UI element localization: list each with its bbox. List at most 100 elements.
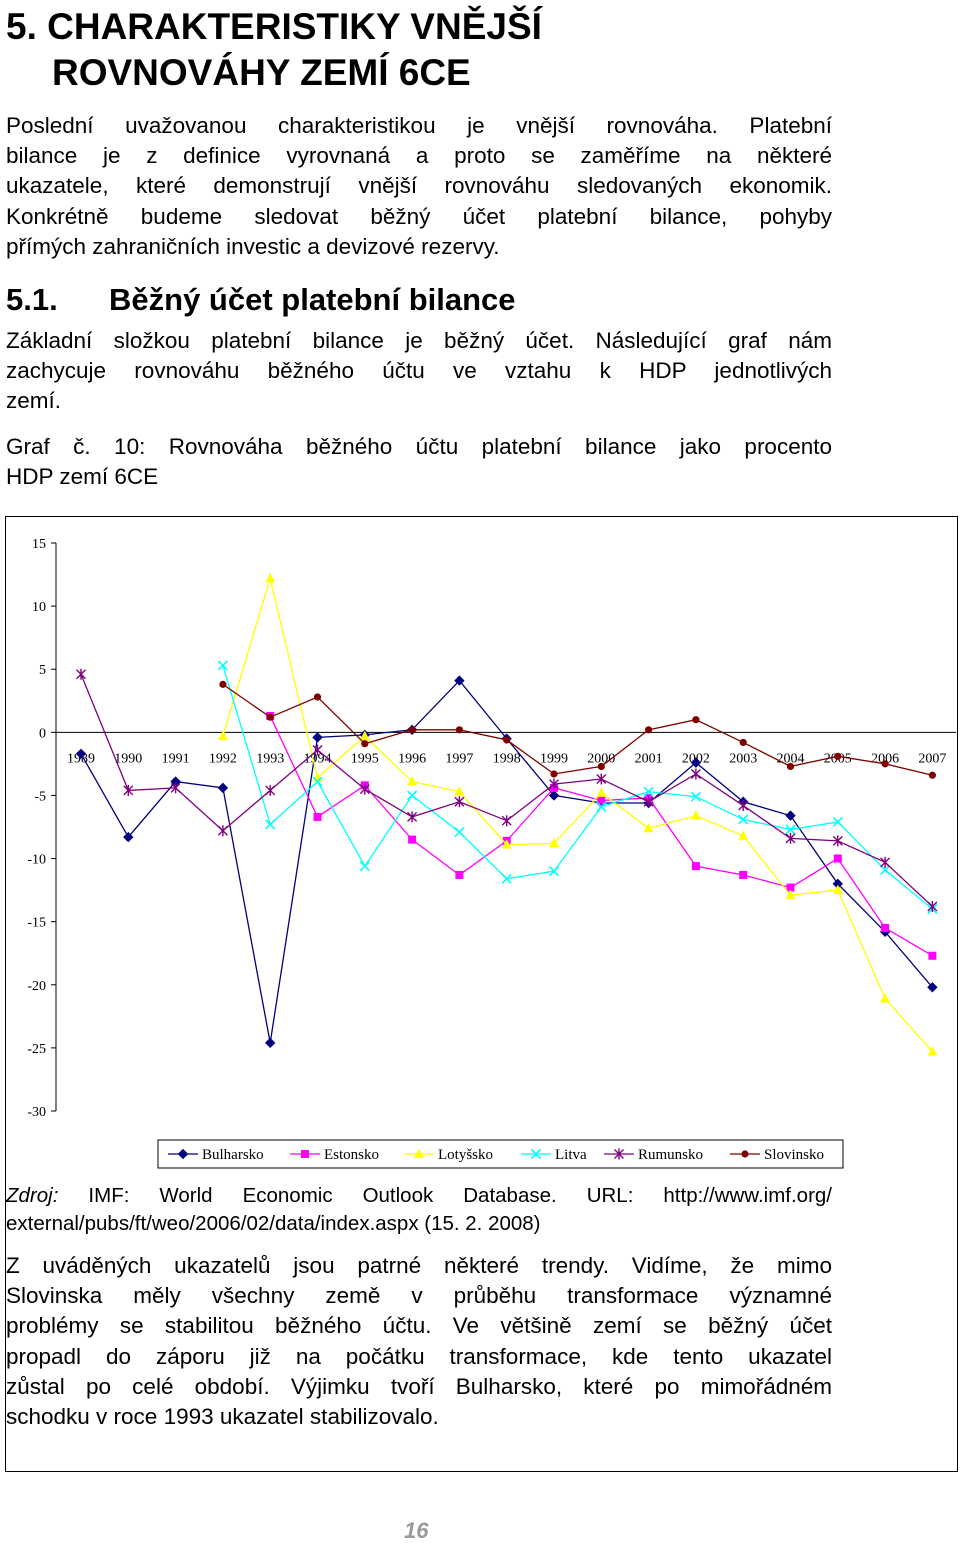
data-point [454,786,465,796]
data-point [833,854,842,863]
data-point [739,870,748,879]
x-tick-label: 1998 [493,751,521,766]
series-line [80,674,933,907]
conclusion-line: zůstal po celé období. Výjimku tvoří Bul… [6,1373,832,1399]
data-point [501,815,512,827]
conclusion-line: Z uváděných ukazatelů jsou patrné někter… [6,1253,832,1278]
legend-box [157,1139,844,1169]
data-point [785,889,796,900]
data-point [880,856,891,868]
intro-line: Konkrétně budeme sledovat běžný účet pla… [6,203,832,229]
data-point [312,744,323,756]
data-point [454,826,465,838]
data-point [596,787,607,797]
data-point [643,786,654,797]
intro-line: přímých zahraničních investic a devizové… [6,233,500,259]
data-point [597,762,605,771]
data-point [881,923,890,932]
data-point [786,762,795,771]
data-point [690,757,702,768]
legend-item: Estonsko [290,1147,379,1163]
data-point [414,1148,424,1158]
conclusion-line: Slovinska měly všechny země v průběhu tr… [6,1283,832,1309]
data-point [738,800,749,812]
x-tick-label: 1997 [445,751,473,766]
x-tick-label: 2003 [729,751,757,766]
data-point [177,1148,189,1160]
conclusion-line: propadl do záporu již na počátku transfo… [6,1343,832,1369]
section-line: zachycuje rovnováhu běžného účtu ve vzta… [6,358,832,384]
x-tick-label: 1996 [398,751,426,766]
x-tick-label: 1993 [256,751,284,766]
data-point [407,776,418,786]
legend-item: Slovinsko [730,1147,824,1163]
data-point [313,693,322,701]
data-point [408,835,417,844]
data-point [927,982,938,993]
y-tick-label: 10 [32,600,46,615]
data-point [643,822,654,833]
data-point [123,784,134,796]
legend-label: Rumunsko [638,1147,703,1163]
source-line: external/pubs/ft/weo/2006/02/data/index.… [6,1212,541,1235]
data-point [455,726,463,734]
legend-item: Lotyšsko [404,1147,493,1163]
data-point [265,572,276,583]
source-label: Zdroj: [6,1184,59,1207]
data-point [549,837,559,848]
intro-line: bilance je z definice vyrovnaná a proto … [6,143,832,169]
figure-caption: Graf č. 10: Rovnováha běžného účtu plate… [6,432,832,492]
data-point [692,716,700,724]
section-title: Běžný účet platební bilance [109,282,516,317]
data-point [455,870,464,879]
y-tick-label: 5 [39,663,46,678]
data-point [597,796,606,805]
legend-item: Rumunsko [604,1147,703,1163]
data-point [785,810,796,821]
data-point [738,814,749,825]
series-line [222,665,933,910]
y-tick-label: -25 [27,1042,46,1057]
y-tick-label: -5 [34,789,46,804]
data-point [785,832,796,844]
conclusion-paragraph: Z uváděných ukazatelů jsou patrné někter… [6,1251,832,1432]
x-tick-label: 1992 [209,751,237,766]
data-point [530,1148,542,1160]
data-point [690,810,701,820]
data-point [690,791,701,802]
section-number: 5.1. [6,282,58,317]
data-point [548,790,560,801]
data-point [501,839,512,849]
section-heading: 5.1. Běžný účet platební bilance [6,280,516,320]
data-point [880,864,891,875]
data-point [928,771,937,779]
legend-item: Bulharsko [168,1147,264,1163]
data-point [643,796,654,808]
data-point [832,884,843,895]
data-point [407,811,418,823]
section-line: zemí. [6,388,62,414]
data-point [217,660,228,671]
data-point [313,812,322,821]
data-point [738,830,749,840]
conclusion-line: schodku v roce 1993 ukazatel stabilizova… [6,1404,439,1430]
conclusion-line: problémy se stabilitou běžného účtu. Ve … [6,1313,832,1339]
data-point [76,668,86,680]
series-litva [217,660,938,915]
data-point [219,680,227,688]
data-point [614,1148,624,1160]
series-line [222,575,933,1053]
intro-line: ukazatele, které demonstrují vnější rovn… [6,173,832,199]
x-tick-label: 1999 [540,751,568,766]
y-tick-label: -30 [27,1105,46,1120]
x-tick-label: 1990 [114,751,142,766]
legend: Bulharsko Estonsko Lotyšsko Litva Rumunsko Sl… [157,1139,844,1169]
data-point [503,736,511,744]
series-slovinsko [219,680,937,779]
data-point [359,783,370,795]
data-point [301,1150,309,1158]
series-rumunsko [76,668,938,913]
y-tick-label: -10 [27,853,46,868]
data-point [359,730,370,741]
chapter-heading: 5. CHARAKTERISTIKY VNĚJŠÍ ROVNOVÁHY ZEMÍ… [6,4,906,96]
